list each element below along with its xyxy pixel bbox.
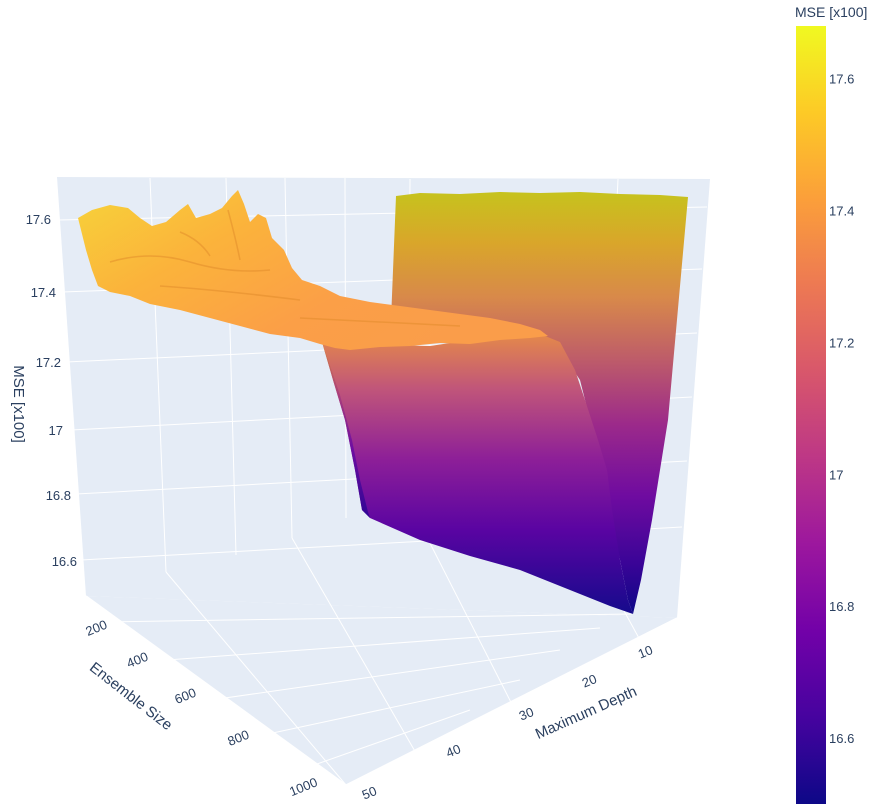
y-tick: 800 [225,727,251,749]
y-tick: 1000 [287,774,319,799]
colorbar-title: MSE [x100] [795,4,867,20]
y-tick: 600 [172,685,198,707]
colorbar-gradient-rect [796,26,826,804]
plateau-ridges [109,209,461,327]
floor-plane [86,596,677,785]
surface-front-face [322,333,633,614]
z-axis-ticks: 17.6 17.4 17.2 17 16.8 16.6 [26,212,77,569]
colorbar-tick: 16.8 [829,599,854,614]
x-tick: 20 [580,671,599,690]
z-tick: 17.2 [36,355,61,370]
y-tick: 200 [83,617,109,639]
surface-top-plateau [78,190,548,350]
z-tick: 16.6 [52,554,77,569]
z-tick: 17.4 [31,285,56,300]
colorbar-tick: 17.4 [829,204,854,219]
x-tick: 50 [360,783,379,802]
z-tick: 17.6 [26,212,51,227]
colorbar-tick: 17 [829,467,843,482]
z-axis-label: MSE [x100] [10,365,27,443]
x-tick: 10 [636,642,655,661]
colorbar-tick: 16.6 [829,731,854,746]
surface-back-wall [390,192,688,614]
z-tick: 16.8 [46,488,71,503]
z-tick: 17 [49,423,63,438]
x-tick: 40 [444,741,463,760]
colorbar-ticks: 17.6 17.4 17.2 17 16.8 16.6 [829,72,854,746]
colorbar: MSE [x100] 17.6 17.4 17.2 17 16.8 16.6 [795,4,867,804]
x-tick: 30 [517,704,536,723]
colorbar-tick: 17.6 [829,72,854,87]
colorbar-tick: 17.2 [829,336,854,351]
x-axis-label: Maximum Depth [533,683,640,743]
surface-left-edge [322,342,370,518]
axis-frame [85,595,678,786]
x-axis-ticks: 10 20 30 40 50 [360,642,655,802]
y-tick: 400 [124,649,150,671]
surface [78,190,688,614]
